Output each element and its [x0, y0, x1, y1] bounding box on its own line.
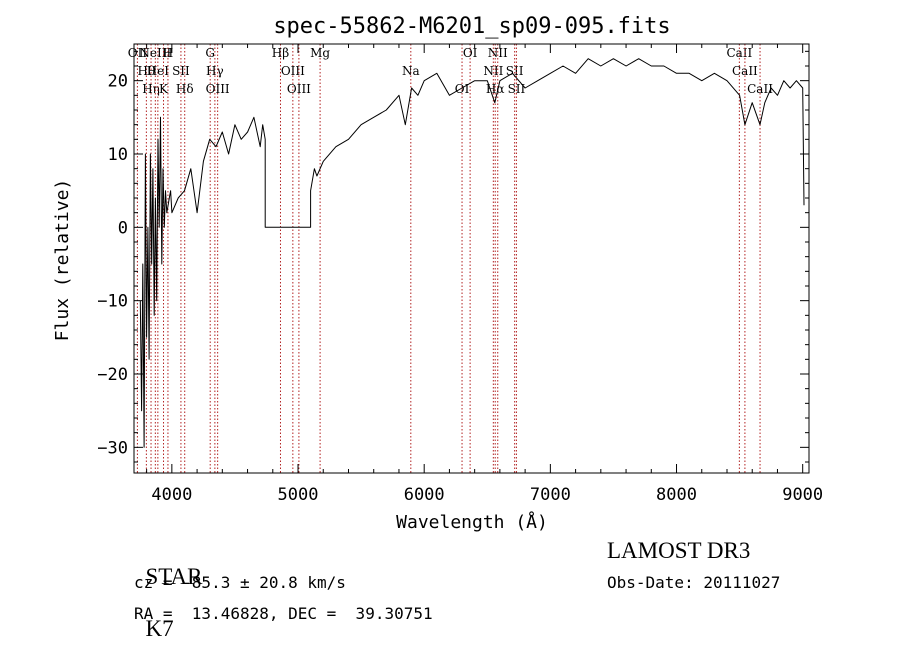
- marker-label: NII: [488, 46, 508, 60]
- marker-label: Hβ: [272, 46, 289, 60]
- y-tick-label: −10: [97, 292, 128, 312]
- line-markers: OII Hθ Hη NeIII HeI K H SII Hδ G Hγ OIII Hβ OIII OIII M…: [128, 44, 773, 473]
- y-tick-label: −20: [97, 365, 128, 385]
- marker-label: Na: [402, 64, 420, 78]
- marker-label: Hα: [486, 82, 505, 96]
- marker-label: OIII: [287, 82, 311, 96]
- chart-title: spec-55862-M6201_sp09-095.fits: [273, 14, 670, 39]
- classification: STAR K7: [134, 538, 203, 642]
- spectrum-line: [139, 58, 805, 448]
- series-layer: [139, 58, 805, 448]
- x-tick-label: 8000: [656, 485, 697, 505]
- x-axis-label: Wavelength (Å): [396, 511, 548, 533]
- marker-label: CaII: [747, 82, 773, 96]
- y-tick-label: 10: [108, 145, 128, 165]
- object-class: STAR: [145, 564, 203, 589]
- marker-label: CaII: [726, 46, 752, 60]
- marker-label: OIII: [281, 64, 305, 78]
- marker-label: Mg: [310, 46, 330, 60]
- marker-label: CaII: [732, 64, 758, 78]
- redshift-value: cz = -85.3 ± 20.8 km/s: [134, 573, 346, 592]
- y-tick-label: −30: [97, 438, 128, 458]
- survey-name: LAMOST DR3: [607, 538, 751, 563]
- marker-label: G: [205, 46, 215, 60]
- marker-label: Hδ: [176, 82, 194, 96]
- marker-label: Hη: [142, 82, 160, 96]
- marker-label: K: [159, 82, 169, 96]
- observation-date: Obs-Date: 20111027: [607, 573, 781, 592]
- marker-label: Hγ: [206, 64, 224, 78]
- x-tick-label: 7000: [530, 485, 571, 505]
- object-subclass: K7: [145, 616, 174, 641]
- y-tick-label: 0: [118, 218, 128, 238]
- x-tick-label: 6000: [404, 485, 445, 505]
- x-tick-label: 4000: [151, 485, 192, 505]
- marker-label: SII: [508, 82, 526, 96]
- marker-label: NII: [483, 64, 503, 78]
- x-tick-label: 5000: [278, 485, 319, 505]
- plot-frame: [133, 43, 810, 474]
- marker-label: H: [163, 46, 173, 60]
- x-tick-label: 9000: [782, 485, 823, 505]
- marker-label: NeIII: [139, 46, 171, 60]
- y-axis-label: Flux (relative): [52, 179, 73, 342]
- marker-label: HeI: [147, 64, 170, 78]
- tick-marks: 4000 5000 6000 7000 8000 9000 −30 −20 −10 0 10 20: [97, 44, 823, 505]
- axes: [133, 43, 810, 474]
- y-tick-label: 20: [108, 72, 128, 92]
- marker-label: SII: [172, 64, 190, 78]
- marker-label: OIII: [206, 82, 230, 96]
- marker-label: OI: [463, 46, 478, 60]
- coordinates: RA = 13.46828, DEC = 39.30751: [134, 604, 433, 623]
- marker-label: OI: [455, 82, 470, 96]
- marker-label: Hθ: [138, 64, 156, 78]
- marker-label: OII: [128, 46, 148, 60]
